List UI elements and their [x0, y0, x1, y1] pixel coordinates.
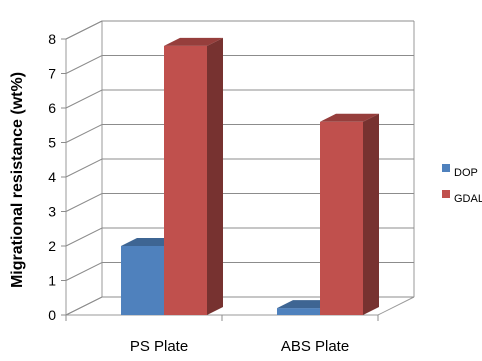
y-tick-label: 7	[48, 66, 56, 82]
gridline	[65, 262, 414, 281]
gridline	[65, 124, 414, 143]
y-tick-label: 8	[48, 31, 56, 47]
bar-side	[363, 113, 379, 315]
legend-label-dop: DOP	[454, 167, 478, 179]
bar-side	[207, 37, 223, 316]
y-tick-label: 3	[48, 204, 56, 220]
gridline	[65, 227, 414, 247]
gridline	[65, 193, 414, 212]
x-tick-label: ABS Plate	[281, 338, 349, 355]
bar-gdal-1	[320, 113, 379, 315]
bar-top	[320, 113, 379, 122]
bar-front	[320, 121, 363, 315]
x-tick-label: PS Plate	[130, 338, 188, 355]
gridline	[65, 20, 414, 40]
y-axis-label: Migrational resistance (wt%)	[9, 72, 26, 288]
y-tick-labels: 0 1 2 3 4 5 6 7 8	[48, 31, 56, 323]
gridline	[65, 55, 414, 74]
gridline	[65, 89, 414, 109]
bars	[121, 37, 379, 316]
bar-front	[277, 308, 320, 315]
legend-label-gdal: GDAL	[454, 193, 482, 205]
legend-swatch-dop	[442, 164, 450, 172]
y-tick-label: 6	[48, 100, 56, 116]
bar-top	[164, 37, 223, 46]
legend: DOP GDAL	[442, 164, 482, 205]
y-tick-label: 0	[48, 307, 56, 323]
gridline	[65, 296, 414, 316]
legend-swatch-gdal	[442, 190, 450, 198]
y-tick-label: 1	[48, 273, 56, 289]
x-tick-labels: PS Plate ABS Plate	[130, 338, 349, 355]
gridline	[65, 158, 414, 178]
bar-front	[164, 45, 207, 316]
bar-front	[121, 246, 164, 315]
y-tick-label: 4	[48, 169, 56, 185]
gridlines	[61, 20, 414, 321]
bar-gdal-0	[164, 37, 223, 316]
y-tick-label: 5	[48, 135, 56, 151]
y-tick-label: 2	[48, 238, 56, 254]
